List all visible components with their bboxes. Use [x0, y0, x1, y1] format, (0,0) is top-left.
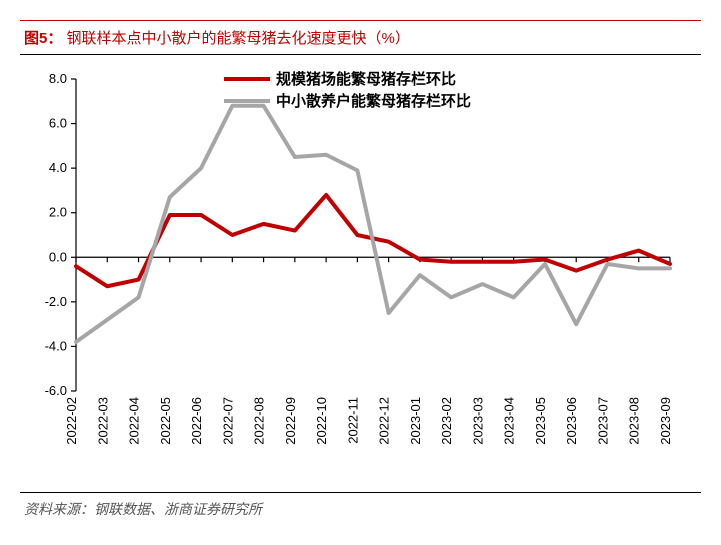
svg-text:2022-06: 2022-06 — [189, 397, 204, 445]
svg-text:4.0: 4.0 — [49, 160, 67, 175]
figure-title-row: 图5： 钢联样本点中小散户的能繁母猪去化速度更快（%） — [20, 20, 701, 55]
svg-text:2.0: 2.0 — [49, 205, 67, 220]
svg-text:2023-05: 2023-05 — [533, 397, 548, 445]
svg-text:2022-10: 2022-10 — [314, 397, 329, 445]
svg-text:2023-09: 2023-09 — [658, 397, 673, 445]
source-row: 资料来源：钢联数据、浙商证券研究所 — [20, 492, 701, 525]
svg-text:2022-08: 2022-08 — [252, 397, 267, 445]
line-chart: -6.0 -4.0 -2.0 0.0 2.0 4.0 6.0 8.0 2022-02 2022-0… — [24, 63, 684, 483]
svg-text:2023-06: 2023-06 — [564, 397, 579, 445]
svg-text:2023-04: 2023-04 — [502, 397, 517, 445]
source-text: 资料来源：钢联数据、浙商证券研究所 — [24, 501, 262, 517]
figure-container: 图5： 钢联样本点中小散户的能繁母猪去化速度更快（%） -6.0 -4.0 -2.0… — [20, 20, 701, 525]
figure-number: 图5： — [24, 30, 62, 47]
svg-text:6.0: 6.0 — [49, 116, 67, 131]
svg-text:2022-03: 2022-03 — [95, 397, 110, 445]
svg-text:2023-01: 2023-01 — [408, 397, 423, 445]
svg-text:2023-07: 2023-07 — [595, 397, 610, 445]
chart-area: -6.0 -4.0 -2.0 0.0 2.0 4.0 6.0 8.0 2022-02 2022-0… — [20, 55, 701, 492]
svg-text:2023-03: 2023-03 — [470, 397, 485, 445]
svg-text:中小散养户能繁母猪存栏环比: 中小散养户能繁母猪存栏环比 — [276, 92, 471, 110]
svg-text:2022-12: 2022-12 — [377, 397, 392, 445]
svg-text:8.0: 8.0 — [49, 71, 67, 86]
svg-text:2022-04: 2022-04 — [127, 397, 142, 445]
svg-text:规模猪场能繁母猪存栏环比: 规模猪场能繁母猪存栏环比 — [276, 70, 456, 88]
svg-text:-4.0: -4.0 — [45, 338, 67, 353]
svg-text:2023-08: 2023-08 — [627, 397, 642, 445]
svg-text:2022-02: 2022-02 — [64, 397, 79, 445]
svg-text:2022-07: 2022-07 — [220, 397, 235, 445]
svg-text:2022-05: 2022-05 — [158, 397, 173, 445]
svg-text:2022-11: 2022-11 — [345, 397, 360, 444]
svg-text:2023-02: 2023-02 — [439, 397, 454, 445]
svg-text:2022-09: 2022-09 — [283, 397, 298, 445]
svg-text:-6.0: -6.0 — [45, 383, 67, 398]
svg-text:0.0: 0.0 — [49, 249, 67, 264]
figure-title: 钢联样本点中小散户的能繁母猪去化速度更快（%） — [67, 30, 410, 47]
svg-text:-2.0: -2.0 — [45, 294, 67, 309]
